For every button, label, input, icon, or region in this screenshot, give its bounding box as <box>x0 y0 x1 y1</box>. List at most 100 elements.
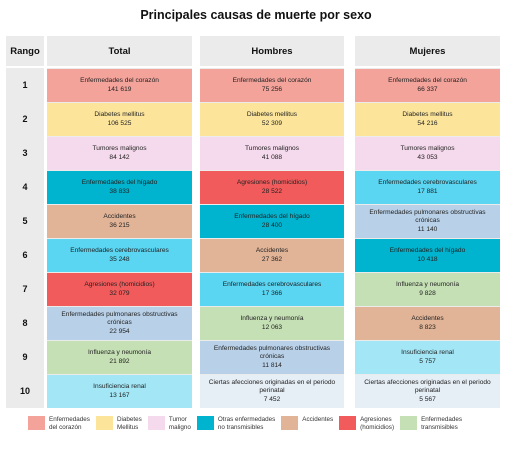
cause-label: Insuficiencia renal <box>401 349 454 357</box>
rank-rows: 1 2 3 4 5 6 7 8 9 10 <box>6 68 44 408</box>
cause-value: 52 309 <box>261 119 283 127</box>
cause-cell: Influenza y neumonía 12 063 <box>200 307 344 340</box>
cause-value: 11 140 <box>417 225 438 233</box>
cause-value: 27 362 <box>261 255 283 263</box>
cause-label: Enfermedades pulmonares obstructivas cró… <box>61 310 178 327</box>
cause-value: 21 892 <box>109 357 130 365</box>
cause-value: 66 337 <box>417 85 438 93</box>
women-header: Mujeres <box>355 36 500 68</box>
legend-item: Otras enfermedades no transmisibles <box>196 416 276 432</box>
cause-value: 17 366 <box>261 289 283 297</box>
cause-value: 141 619 <box>107 85 132 93</box>
cause-cell: Accidentes 8 823 <box>355 307 500 340</box>
cause-value: 7 452 <box>263 395 281 403</box>
cause-cell: Agresiones (homicidios) 28 522 <box>200 171 344 204</box>
total-rows: Enfermedades del corazón 141 619 Diabetes … <box>47 68 192 408</box>
cause-label: Enfermedades cerebrovasculares <box>222 281 322 289</box>
cause-cell: Enfermedades cerebrovasculares 35 248 <box>47 239 192 272</box>
legend-swatch <box>196 416 214 430</box>
cause-value: 9 828 <box>419 289 436 297</box>
cause-cell: Ciertas afecciones originadas en el peri… <box>200 375 344 408</box>
legend-label: Enfermedades del corazón <box>49 416 90 431</box>
cause-cell: Accidentes 36 215 <box>47 205 192 238</box>
cause-value: 17 881 <box>417 187 438 195</box>
cause-cell: Insuficiencia renal 13 167 <box>47 375 192 408</box>
legend-item: Enfermedades transmisibles <box>400 416 462 432</box>
cause-cell: Insuficiencia renal 5 757 <box>355 341 500 374</box>
legend: Enfermedades del corazón Diabetes Mellitu… <box>28 416 498 446</box>
cause-label: Tumores malignos <box>92 145 147 153</box>
cause-value: 28 522 <box>261 187 283 195</box>
cause-label: Agresiones (homicidios) <box>236 179 308 187</box>
cause-label: Influenza y neumonía <box>240 315 304 323</box>
cause-label: Accidentes <box>411 315 444 323</box>
cause-label: Ciertas afecciones originadas en el peri… <box>208 378 336 395</box>
rank-cell: 10 <box>6 375 44 408</box>
legend-item: Agresiones (homicidios) <box>339 416 394 432</box>
legend-label: Diabetes Mellitus <box>116 416 142 431</box>
rank-cell: 3 <box>6 137 44 170</box>
cause-cell: Enfermedades del corazón 75 256 <box>200 69 344 102</box>
cause-cell: Tumores malignos 41 088 <box>200 137 344 170</box>
rank-cell: 8 <box>6 307 44 340</box>
cause-cell: Enfermedades del corazón 141 619 <box>47 69 192 102</box>
cause-label: Enfermedades cerebrovasculares <box>70 247 169 255</box>
cause-label: Enfermedades pulmonares obstructivas cró… <box>213 344 331 361</box>
cause-label: Agresiones (homicidios) <box>84 281 155 289</box>
cause-value: 75 256 <box>261 85 283 93</box>
total-header: Total <box>47 36 192 68</box>
cause-value: 32 079 <box>109 289 130 297</box>
cause-label: Diabetes mellitus <box>402 111 453 119</box>
cause-label: Enfermedades del corazón <box>232 77 312 85</box>
total-column: Total Enfermedades del corazón 141 619 Dia… <box>47 36 192 408</box>
cause-cell: Enfermedades del corazón 66 337 <box>355 69 500 102</box>
rank-cell: 7 <box>6 273 44 306</box>
cause-label: Enfermedades del hígado <box>81 179 158 187</box>
cause-value: 8 823 <box>419 323 436 331</box>
cause-label: Enfermedades cerebrovasculares <box>378 179 477 187</box>
cause-value: 106 525 <box>107 119 132 127</box>
legend-label: Otras enfermedades no transmisibles <box>217 416 276 431</box>
legend-swatch <box>400 416 418 430</box>
cause-value: 41 088 <box>261 153 283 161</box>
cause-label: Enfermedades pulmonares obstructivas cró… <box>369 208 486 225</box>
men-column: Hombres Enfermedades del corazón 75 256 Di… <box>200 36 344 408</box>
cause-label: Enfermedades del hígado <box>234 213 310 221</box>
rank-cell: 5 <box>6 205 44 238</box>
cause-value: 5 567 <box>419 395 436 403</box>
cause-cell: Enfermedades del hígado 38 833 <box>47 171 192 204</box>
legend-label: Agresiones (homicidios) <box>360 416 395 431</box>
legend-swatch <box>28 416 45 430</box>
cause-label: Enfermedades del corazón <box>80 77 159 85</box>
cause-value: 28 400 <box>261 221 283 229</box>
legend-item: Accidentes <box>281 416 333 430</box>
cause-value: 84 142 <box>109 153 130 161</box>
legend-swatch <box>147 416 165 430</box>
cause-label: Diabetes mellitus <box>246 111 298 119</box>
cause-cell: Enfermedades pulmonares obstructivas cró… <box>47 307 192 340</box>
cause-value: 5 757 <box>419 357 436 365</box>
cause-label: Tumores malignos <box>400 145 455 153</box>
cause-value: 35 248 <box>109 255 130 263</box>
cause-label: Influenza y neumonía <box>395 281 460 289</box>
rank-header: Rango <box>6 36 44 68</box>
men-rows: Enfermedades del corazón 75 256 Diabetes m… <box>200 68 344 408</box>
cause-label: Enfermedades del hígado <box>389 247 466 255</box>
legend-swatch <box>95 416 113 430</box>
cause-label: Enfermedades del corazón <box>388 77 467 85</box>
cause-label: Accidentes <box>255 247 289 255</box>
legend-item: Tumor maligno <box>147 416 191 432</box>
legend-label: Tumor maligno <box>168 416 191 431</box>
cause-cell: Diabetes mellitus 52 309 <box>200 103 344 136</box>
cause-cell: Influenza y neumonía 9 828 <box>355 273 500 306</box>
cause-value: 10 418 <box>417 255 438 263</box>
cause-cell: Enfermedades pulmonares obstructivas cró… <box>355 205 500 238</box>
legend-swatch <box>339 416 357 430</box>
cause-cell: Tumores malignos 43 053 <box>355 137 500 170</box>
cause-cell: Diabetes mellitus 54 216 <box>355 103 500 136</box>
cause-value: 22 954 <box>109 327 130 335</box>
cause-label: Insuficiencia renal <box>93 383 146 391</box>
cause-value: 54 216 <box>417 119 438 127</box>
cause-cell: Agresiones (homicidios) 32 079 <box>47 273 192 306</box>
cause-value: 13 167 <box>109 391 130 399</box>
